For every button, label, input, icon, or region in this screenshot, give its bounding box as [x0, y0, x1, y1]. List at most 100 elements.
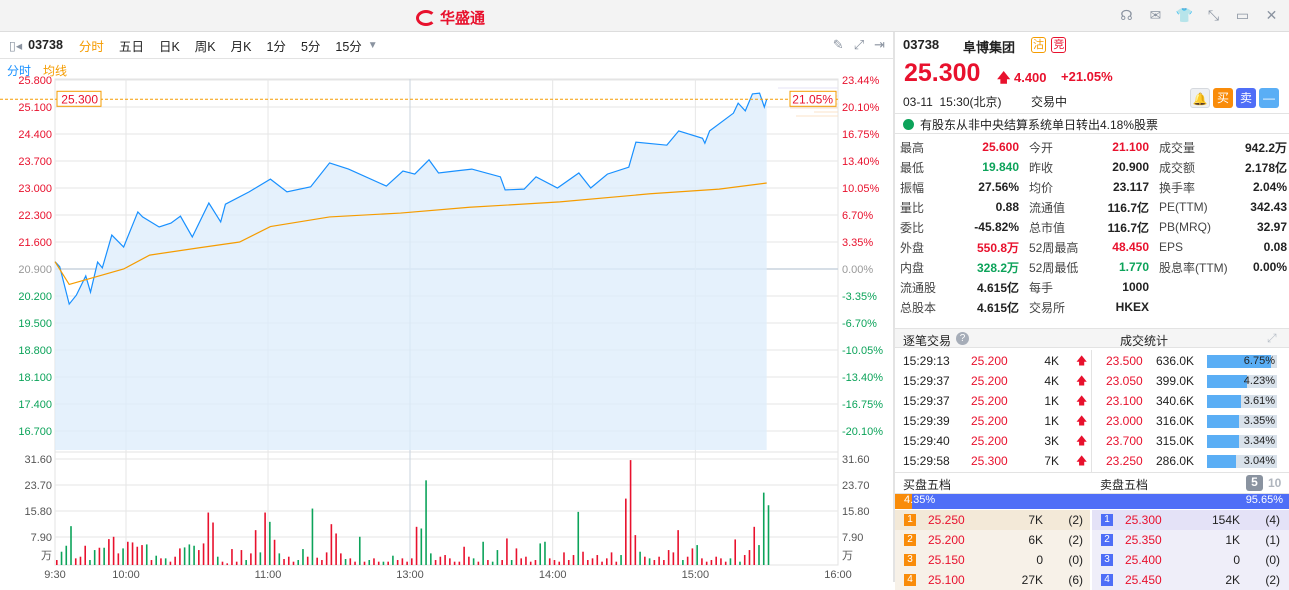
sell-ratio-label: 95.65%	[1245, 494, 1283, 506]
depth-5-toggle[interactable]: 5	[1246, 475, 1263, 491]
sell-level-row[interactable]: 1 25.300 154K (4)	[1092, 510, 1289, 530]
volume-bar	[169, 561, 172, 565]
sell-level-row[interactable]: 3 25.400 0 (0)	[1092, 550, 1289, 570]
tab-weekly-k[interactable]: 周K	[194, 39, 216, 54]
more-button[interactable]: —	[1259, 88, 1279, 108]
volume-bar	[444, 555, 446, 565]
notice[interactable]: 有股东从非中央结算系统单日转出4.18%股票	[903, 116, 1158, 133]
stat-label: 昨收	[1029, 160, 1054, 175]
pencil-icon[interactable]: ✎	[832, 37, 844, 52]
help-icon[interactable]: ?	[956, 332, 969, 345]
volume-bar	[145, 544, 148, 565]
tab-five-day[interactable]: 五日	[118, 39, 144, 54]
level-number: 4	[1101, 574, 1113, 586]
up-arrow-icon: 🡅	[1076, 434, 1088, 447]
volume-bar	[453, 561, 456, 565]
chevron-down-icon[interactable]: ▼	[367, 39, 378, 51]
fullscreen-icon[interactable]: ⤢	[1267, 331, 1277, 345]
stat-value: 21.100	[1112, 140, 1149, 154]
sell-level-row[interactable]: 4 25.450 2K (2)	[1092, 570, 1289, 590]
stat-label: 总股本	[900, 300, 937, 315]
pct-tick-label: -6.70%	[842, 318, 877, 330]
sell-button[interactable]: 卖	[1236, 88, 1256, 108]
volume-bar	[127, 541, 129, 565]
stat-pct: 6.75%	[1243, 355, 1275, 367]
volume-bar	[193, 545, 195, 565]
tab-daily-k[interactable]: 日K	[158, 39, 180, 54]
volume-bar	[629, 460, 632, 565]
stat-value: 2.04%	[1252, 180, 1287, 194]
intraday-chart[interactable]: 25.800 23.44% 25.100 20.10% 24.400 16.75% 23.7…	[0, 0, 893, 582]
buy-level-row[interactable]: 2 25.200 6K (2)	[895, 530, 1090, 550]
minimize-icon[interactable]: ▭	[1235, 7, 1250, 23]
level-price: 25.150	[928, 553, 965, 567]
stats-row: 流通股 4.615亿 每手 1000	[895, 277, 1289, 297]
tab-15min[interactable]: 15分	[335, 39, 362, 54]
close-icon[interactable]: ✕	[1265, 7, 1278, 23]
shrink-icon[interactable]: ⤡	[1207, 7, 1220, 23]
volume-bar	[667, 550, 670, 565]
panel-toggle-icon[interactable]: ▯◂	[9, 38, 23, 53]
volume-bar	[373, 558, 375, 565]
buy-sell-ratio-bar: 4.35% 95.65%	[895, 494, 1289, 509]
tab-5min[interactable]: 5分	[300, 39, 321, 54]
sell-level-row[interactable]: 2 25.350 1K (1)	[1092, 530, 1289, 550]
volume-bar	[525, 556, 527, 565]
volume-bar	[567, 560, 570, 565]
mail-icon[interactable]: ✉	[1149, 7, 1162, 23]
headset-icon[interactable]: ☊	[1120, 7, 1133, 23]
pct-tick-label: -20.10%	[842, 426, 883, 438]
volume-bar	[198, 550, 200, 565]
trade-row: 15:29:37 25.200 1K 🡅 23.100 340.6K 3.61%	[895, 391, 1289, 411]
volume-bar	[529, 561, 532, 565]
price-change-pct: +21.05%	[1061, 69, 1113, 84]
volume-tick-label: 23.70	[24, 480, 52, 492]
stat-value: 0.00%	[1252, 260, 1287, 274]
volume-bar	[510, 560, 513, 565]
trade-row: 15:29:37 25.200 4K 🡅 23.050 399.0K 4.23%	[895, 371, 1289, 391]
trade-price: 25.200	[971, 434, 1008, 448]
volume-bar	[625, 498, 627, 565]
volume-bar	[620, 555, 622, 565]
stat-value: 1.770	[1118, 260, 1149, 274]
collapse-panel-icon[interactable]: ⇥	[874, 37, 885, 52]
price-tick-label: 17.400	[18, 399, 52, 411]
divider	[893, 32, 895, 582]
tab-1min[interactable]: 1分	[266, 39, 286, 54]
volume-bar	[344, 559, 347, 565]
buy-level-row[interactable]: 1 25.250 7K (2)	[895, 510, 1090, 530]
volume-bar	[420, 528, 423, 565]
volume-bar	[710, 560, 713, 565]
short-sell-badge: 沽	[1031, 37, 1046, 53]
stat-pct: 3.04%	[1243, 455, 1275, 467]
current-price-box	[56, 90, 102, 107]
volume-bar	[758, 545, 760, 565]
volume-bar	[472, 558, 475, 565]
pct-tick-label: -10.05%	[842, 345, 883, 357]
depth-10-toggle[interactable]: 10	[1268, 476, 1282, 490]
stat-price: 23.250	[1106, 454, 1143, 468]
tab-monthly-k[interactable]: 月K	[230, 39, 252, 54]
current-pct-label: 21.05%	[792, 92, 833, 106]
volume-bar	[235, 561, 238, 565]
stat-volume: 636.0K	[1156, 354, 1195, 368]
alert-bell-icon[interactable]: 🔔	[1190, 88, 1210, 108]
buy-button[interactable]: 买	[1213, 88, 1233, 108]
buy-level-row[interactable]: 3 25.150 0 (0)	[895, 550, 1090, 570]
volume-bar	[174, 556, 176, 565]
trade-time: 15:29:13	[903, 354, 950, 368]
expand-icon[interactable]: ⤢	[853, 37, 865, 52]
stat-label: 量比	[900, 200, 925, 215]
price-tick-label: 18.100	[18, 372, 52, 384]
volume-bar	[311, 508, 314, 565]
stats-row: 最低 19.840 昨收 20.900 成交额 2.178亿	[895, 157, 1289, 177]
shirt-icon[interactable]: 👕	[1175, 7, 1194, 23]
tab-intraday[interactable]: 分时	[78, 39, 104, 54]
volume-bar	[663, 560, 665, 565]
buy-ratio-fill	[895, 494, 913, 509]
volume-bar	[302, 549, 304, 565]
buy-ratio-label: 4.35%	[904, 494, 936, 506]
volume-bar	[136, 546, 139, 565]
volume-bar	[330, 524, 333, 565]
buy-level-row[interactable]: 4 25.100 27K (6)	[895, 570, 1090, 590]
